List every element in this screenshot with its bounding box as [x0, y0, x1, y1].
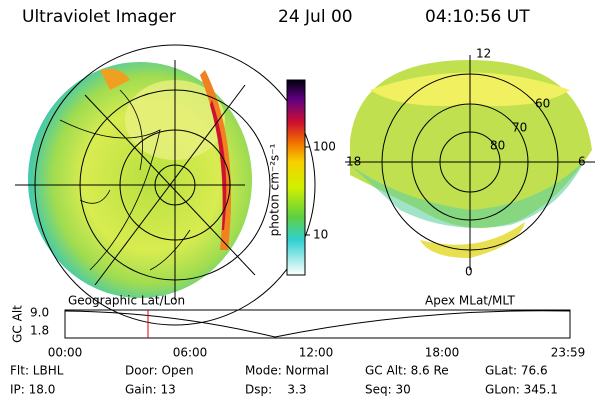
x-tick: 00:00: [48, 346, 83, 360]
mlt-label: 0: [465, 265, 473, 279]
caption: Geographic Lat/Lon: [68, 294, 185, 308]
mlt-label: 6: [578, 155, 586, 169]
x-tick: 06:00: [173, 346, 208, 360]
colorbar-tick: 100: [313, 140, 336, 154]
polar-map: 12 18 6 0 60 70 80 Apex MLat/MLT: [345, 40, 595, 308]
x-tick: 23:59: [551, 346, 586, 360]
y-tick: 1.8: [30, 324, 49, 338]
status-field: Flt: LBHL: [10, 364, 64, 378]
status-field: Dsp: 3.3: [245, 383, 307, 397]
status-field: GLat: 76.6: [485, 364, 548, 378]
status-field: Seq: 30: [365, 383, 411, 397]
colorbar: 100 10 photon cm⁻²s⁻¹: [268, 79, 336, 276]
status-field: GLon: 345.1: [485, 383, 558, 397]
caption: Apex MLat/MLT: [425, 294, 515, 308]
colorbar-label: photon cm⁻²s⁻¹: [268, 143, 282, 236]
lat-label: 70: [512, 121, 527, 135]
status-field: IP: 18.0: [10, 383, 55, 397]
mlt-label: 18: [346, 155, 361, 169]
y-label: GC Alt: [11, 305, 25, 343]
altitude-plot: GC Alt 9.0 1.8 00:00 06:00 12:00 18:00 2…: [11, 305, 586, 360]
status-field: GC Alt: 8.6 Re: [365, 364, 449, 378]
date: 24 Jul 00: [278, 7, 353, 27]
status-field: Door: Open: [125, 364, 194, 378]
y-tick: 9.0: [30, 306, 49, 320]
lat-label: 80: [490, 139, 505, 153]
footer: Flt: LBHL Door: Open Mode: Normal GC Alt: 8…: [10, 364, 558, 397]
x-tick: 18:00: [425, 346, 460, 360]
mlt-label: 12: [476, 47, 491, 61]
geographic-map: Geographic Lat/Lon: [15, 44, 316, 326]
time: 04:10:56 UT: [425, 7, 530, 27]
lat-label: 60: [535, 97, 550, 111]
status-field: Gain: 13: [125, 383, 176, 397]
status-field: Mode: Normal: [245, 364, 329, 378]
title: Ultraviolet Imager: [22, 7, 176, 27]
x-tick: 12:00: [299, 346, 334, 360]
colorbar-tick: 10: [313, 228, 328, 242]
